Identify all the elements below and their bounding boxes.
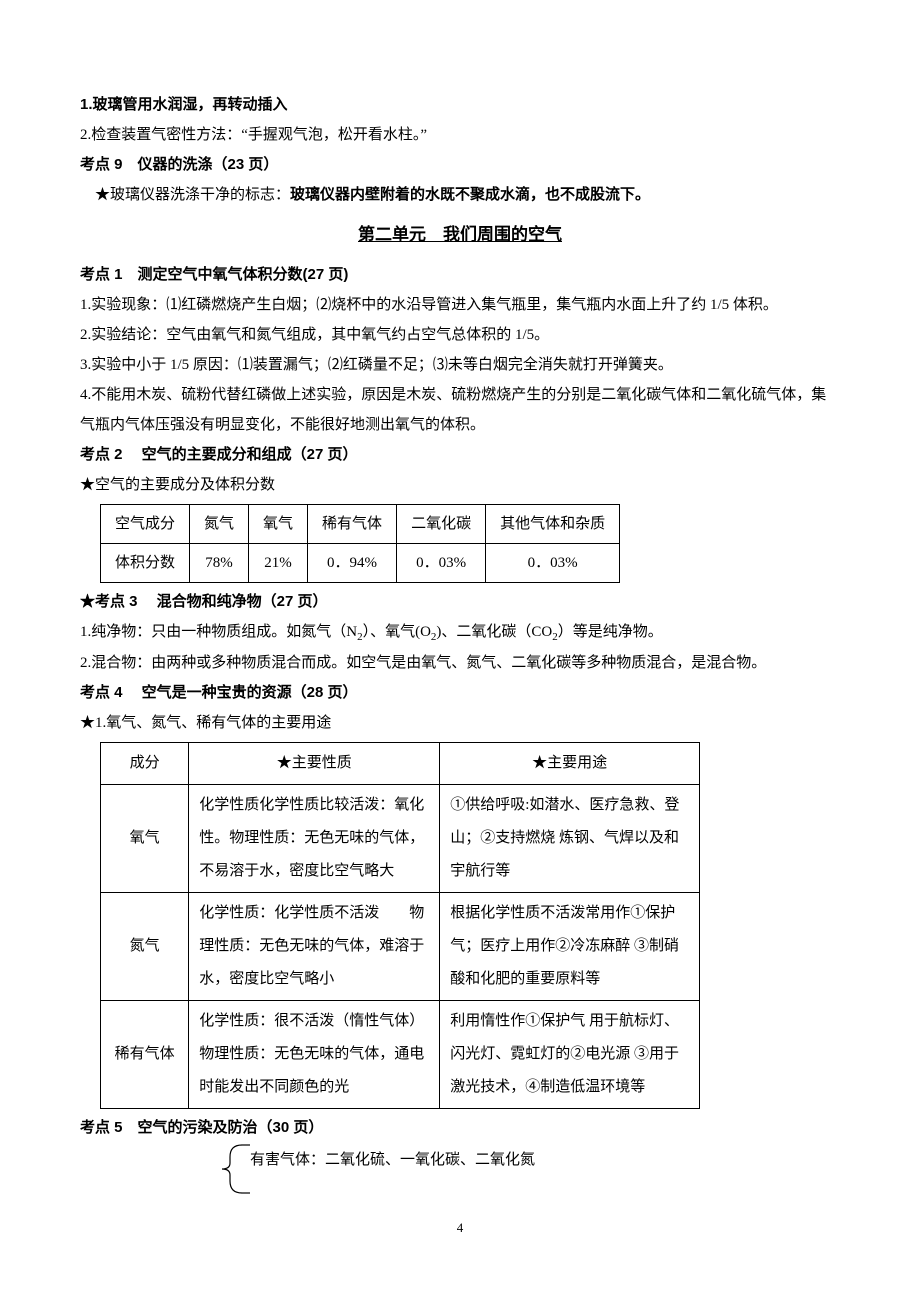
kd3-p1: 1.纯净物：只由一种物质组成。如氮气（N2）、氧气(O2)、二氧化碳（CO2）等… (80, 617, 840, 648)
cell: 氧气 (101, 785, 189, 893)
cell: 利用惰性作①保护气 用于航标灯、闪光灯、霓虹灯的②电光源 ③用于激光技术，④制造… (440, 1001, 700, 1109)
cell: 二氧化碳 (397, 505, 486, 544)
cell: ★主要用途 (440, 743, 700, 785)
kd1-title: 考点 1 测定空气中氧气体积分数(27 页) (80, 260, 840, 290)
kd2-sub: ★空气的主要成分及体积分数 (80, 470, 840, 500)
kd1-p3: 3.实验中小于 1/5 原因：⑴装置漏气；⑵红磷量不足；⑶未等白烟完全消失就打开… (80, 350, 840, 380)
kd3-title: ★考点 3 混合物和纯净物（27 页） (80, 587, 840, 617)
table-row: 体积分数 78% 21% 0．94% 0．03% 0．03% (101, 544, 620, 583)
line-2: 2.检查装置气密性方法：“手握观气泡，松开看水柱。” (80, 120, 840, 150)
kd9-title: 考点 9 仪器的洗涤（23 页） (80, 150, 840, 180)
cell: 化学性质：很不活泼（惰性气体）物理性质：无色无味的气体，通电时能发出不同颜色的光 (189, 1001, 440, 1109)
cell: 稀有气体 (101, 1001, 189, 1109)
table-row: 氮气 化学性质：化学性质不活泼 物理性质：无色无味的气体，难溶于水，密度比空气略… (101, 893, 700, 1001)
cell: 氧气 (249, 505, 308, 544)
kd5-title: 考点 5 空气的污染及防治（30 页） (80, 1113, 840, 1143)
text: ）等是纯净物。 (558, 624, 663, 640)
kd9-body-prefix: ★玻璃仪器洗涤干净的标志： (95, 187, 290, 203)
bracket-group: 有害气体：二氧化硫、一氧化碳、二氧化氮 (220, 1143, 840, 1195)
text: ）、氧气(O (363, 624, 431, 640)
table-row: 空气成分 氮气 氧气 稀有气体 二氧化碳 其他气体和杂质 (101, 505, 620, 544)
cell: 化学性质：化学性质不活泼 物理性质：无色无味的气体，难溶于水，密度比空气略小 (189, 893, 440, 1001)
cell: 根据化学性质不活泼常用作①保护气；医疗上用作②冷冻麻醉 ③制硝酸和化肥的重要原料… (440, 893, 700, 1001)
text: 1.纯净物：只由一种物质组成。如氮气（N (80, 624, 357, 640)
kd1-p1: 1.实验现象：⑴红磷燃烧产生白烟；⑵烧杯中的水沿导管进入集气瓶里，集气瓶内水面上… (80, 290, 840, 320)
cell: 空气成分 (101, 505, 190, 544)
cell: ★主要性质 (189, 743, 440, 785)
table-row: 氧气 化学性质化学性质比较活泼：氧化性。物理性质：无色无味的气体，不易溶于水，密… (101, 785, 700, 893)
kd4-sub: ★1.氧气、氮气、稀有气体的主要用途 (80, 708, 840, 738)
cell: 成分 (101, 743, 189, 785)
pollute-line: 有害气体：二氧化硫、一氧化碳、二氧化氮 (250, 1143, 535, 1175)
cell: 其他气体和杂质 (486, 505, 620, 544)
kd9-body-bold: 玻璃仪器内壁附着的水既不聚成水滴，也不成股流下。 (290, 187, 650, 203)
kd4-title: 考点 4 空气是一种宝贵的资源（28 页） (80, 678, 840, 708)
cell: 21% (249, 544, 308, 583)
volume-table: 空气成分 氮气 氧气 稀有气体 二氧化碳 其他气体和杂质 体积分数 78% 21… (100, 504, 620, 583)
cell: 0．03% (486, 544, 620, 583)
cell: 体积分数 (101, 544, 190, 583)
cell: 0．03% (397, 544, 486, 583)
cell: 稀有气体 (308, 505, 397, 544)
kd1-p2: 2.实验结论：空气由氧气和氮气组成，其中氧气约占空气总体积的 1/5。 (80, 320, 840, 350)
cell: 78% (190, 544, 249, 583)
cell: 氮气 (190, 505, 249, 544)
cell: 化学性质化学性质比较活泼：氧化性。物理性质：无色无味的气体，不易溶于水，密度比空… (189, 785, 440, 893)
use-table: 成分 ★主要性质 ★主要用途 氧气 化学性质化学性质比较活泼：氧化性。物理性质：… (100, 742, 700, 1109)
bracket-icon (220, 1143, 250, 1195)
table-row: 成分 ★主要性质 ★主要用途 (101, 743, 700, 785)
text: )、二氧化碳（CO (436, 624, 552, 640)
table-row: 稀有气体 化学性质：很不活泼（惰性气体）物理性质：无色无味的气体，通电时能发出不… (101, 1001, 700, 1109)
kd1-p4: 4.不能用木炭、硫粉代替红磷做上述实验，原因是木炭、硫粉燃烧产生的分别是二氧化碳… (80, 380, 840, 440)
kd3-p2: 2.混合物：由两种或多种物质混合而成。如空气是由氧气、氮气、二氧化碳等多种物质混… (80, 648, 840, 678)
page-number: 4 (80, 1215, 840, 1241)
kd2-title: 考点 2 空气的主要成分和组成（27 页） (80, 440, 840, 470)
cell: 0．94% (308, 544, 397, 583)
cell: ①供给呼吸:如潜水、医疗急救、登山；②支持燃烧 炼钢、气焊以及和宇航行等 (440, 785, 700, 893)
cell: 氮气 (101, 893, 189, 1001)
kd9-body: ★玻璃仪器洗涤干净的标志：玻璃仪器内壁附着的水既不聚成水滴，也不成股流下。 (80, 180, 840, 210)
unit2-title: 第二单元 我们周围的空气 (80, 218, 840, 252)
line-1: 1.玻璃管用水润湿，再转动插入 (80, 90, 840, 120)
